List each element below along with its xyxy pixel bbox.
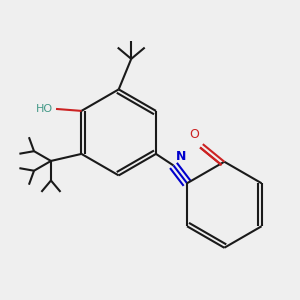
Text: O: O bbox=[189, 128, 199, 141]
Text: HO: HO bbox=[36, 104, 53, 114]
Text: N: N bbox=[176, 150, 186, 163]
